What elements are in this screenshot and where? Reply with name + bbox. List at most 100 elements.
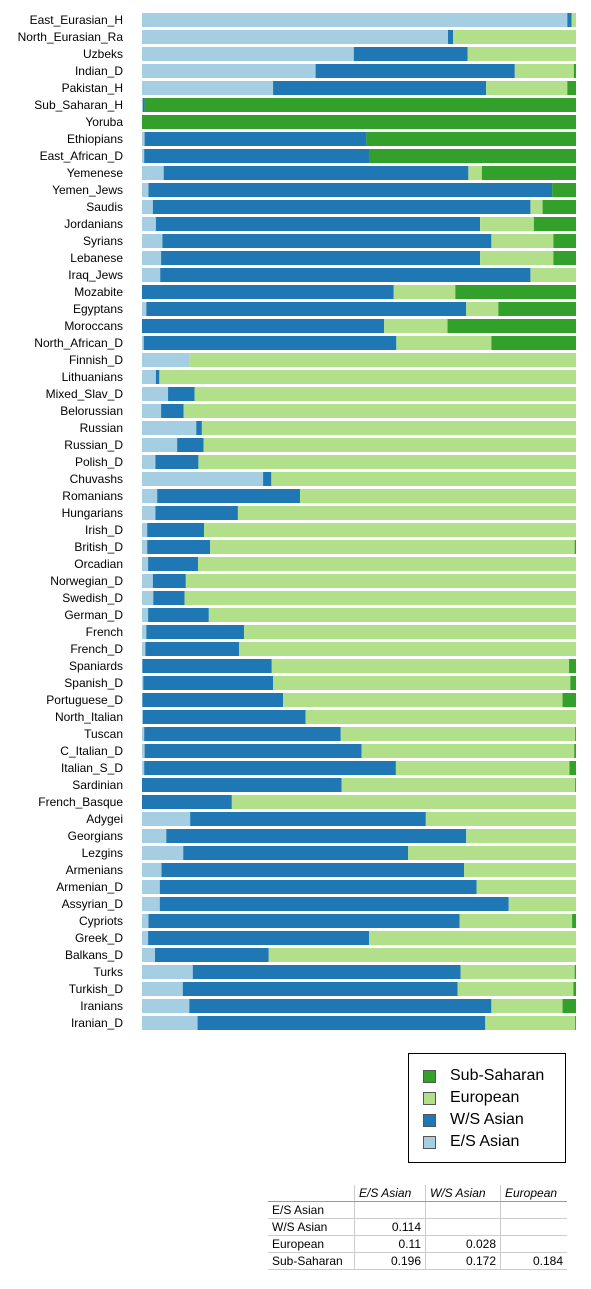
category-label: Turkish_D <box>69 982 124 996</box>
bar-segment <box>155 948 269 962</box>
bar-segment <box>152 200 531 214</box>
bar-segment <box>161 251 481 265</box>
bar-segment <box>190 812 426 826</box>
bar-segment <box>144 727 341 741</box>
category-label: East_African_D <box>40 149 124 163</box>
bar-segment <box>553 251 576 265</box>
bar-segment <box>210 540 575 554</box>
bar-segment <box>142 64 316 78</box>
bar-segment <box>162 234 492 248</box>
bar-segment <box>299 489 576 503</box>
correlation-row: European 0.11 0.028 <box>268 1235 567 1253</box>
bar-segment <box>395 761 570 775</box>
bar-segment <box>491 234 554 248</box>
bar-segment <box>271 659 570 673</box>
correlation-cell <box>425 1218 501 1236</box>
category-label: Iranians <box>80 999 123 1013</box>
bar-segment <box>152 574 186 588</box>
correlation-cell: 0.184 <box>500 1252 567 1270</box>
bar-segment <box>143 336 397 350</box>
category-label: Italian_S_D <box>61 761 123 775</box>
category-label: Lebanese <box>70 251 123 265</box>
category-label: French_Basque <box>38 795 123 809</box>
bar-segment <box>567 81 576 95</box>
bar-segment <box>166 829 467 843</box>
bar-segment <box>491 999 563 1013</box>
bar-segment <box>142 880 160 894</box>
bar-segment <box>148 608 209 622</box>
legend-label-es-asian: E/S Asian <box>450 1133 520 1150</box>
bar-segment <box>177 438 204 452</box>
bar-segment <box>146 625 244 639</box>
category-label: Lezgins <box>82 846 123 860</box>
category-label: Russian_D <box>64 438 123 452</box>
bar-segment <box>533 217 576 231</box>
bar-segment <box>142 336 144 350</box>
category-label: Swedish_D <box>62 591 123 605</box>
legend-swatch-es-asian <box>423 1135 436 1149</box>
category-label: Egyptans <box>73 302 123 316</box>
bar-segment <box>155 455 199 469</box>
legend-item-es-asian: E/S Asian <box>423 1132 519 1152</box>
bar-segment <box>142 183 149 197</box>
bar-segment <box>142 268 161 282</box>
correlation-cell <box>354 1201 426 1219</box>
bar-segment <box>159 880 477 894</box>
category-label: Sub_Saharan_H <box>34 98 123 112</box>
bar-segment <box>562 999 576 1013</box>
bar-segment <box>574 744 576 758</box>
bar-segment <box>142 625 147 639</box>
bar-segment <box>142 149 145 163</box>
correlation-row: E/S Asian <box>268 1201 567 1219</box>
bar-segment <box>142 982 183 996</box>
bar-segment <box>183 846 409 860</box>
correlation-row-label: E/S Asian <box>268 1201 355 1219</box>
bar-segment <box>197 1016 486 1030</box>
bar-segment <box>142 387 169 401</box>
category-label: Balkans_D <box>65 948 123 962</box>
bar-segment <box>142 642 146 656</box>
category-label: Georgians <box>68 829 123 843</box>
bar-segment <box>142 166 164 180</box>
correlation-col-header: W/S Asian <box>425 1185 501 1202</box>
bar-segment <box>155 506 238 520</box>
legend-item-european: European <box>423 1088 519 1108</box>
bar-segment <box>553 234 576 248</box>
legend-item-sub-saharan: Sub-Saharan <box>423 1066 544 1086</box>
bar-segment <box>569 761 576 775</box>
bar-segment <box>142 965 193 979</box>
bar-segment <box>155 217 481 231</box>
bar-segment <box>273 676 571 690</box>
bar-segment <box>480 251 554 265</box>
category-label: Tuscan <box>84 727 123 741</box>
legend-label-sub-saharan: Sub-Saharan <box>450 1067 545 1084</box>
legend-label-ws-asian: W/S Asian <box>450 1111 524 1128</box>
category-label: Iraq_Jews <box>68 268 123 282</box>
bar-segment <box>366 132 576 146</box>
bar-segment <box>161 404 184 418</box>
bar-segment <box>466 302 499 316</box>
bar-segment <box>575 1016 576 1030</box>
bar-segment <box>144 761 396 775</box>
bar-segment <box>142 506 156 520</box>
category-label: Yoruba <box>85 115 123 129</box>
correlation-col-header: E/S Asian <box>354 1185 426 1202</box>
legend-swatch-european <box>423 1091 436 1105</box>
bar-segment <box>142 574 153 588</box>
bar-segment <box>145 642 240 656</box>
bar-segment <box>148 914 460 928</box>
category-label: Armenian_D <box>56 880 123 894</box>
bar-segment <box>185 574 576 588</box>
bar-segment <box>273 81 487 95</box>
category-label: British_D <box>74 540 123 554</box>
bar-segment <box>481 166 576 180</box>
bar-segment <box>353 47 468 61</box>
legend-label-european: European <box>450 1089 520 1106</box>
bar-segment <box>243 625 577 639</box>
bar-segment <box>142 98 145 112</box>
category-label: Mozabite <box>74 285 123 299</box>
bar-segment <box>153 591 185 605</box>
bar-segment <box>142 30 448 44</box>
bar-segment <box>457 982 574 996</box>
bar-segment <box>142 778 342 792</box>
